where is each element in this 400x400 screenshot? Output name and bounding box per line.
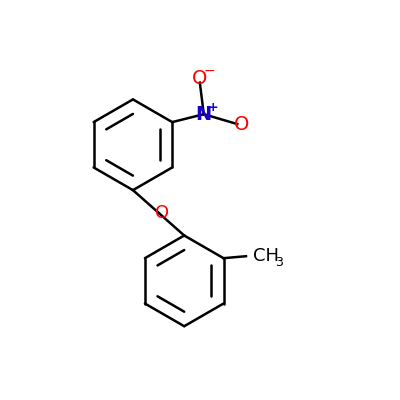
Text: N: N [196, 105, 212, 124]
Text: O: O [234, 114, 249, 134]
Text: O: O [156, 204, 170, 222]
Text: 3: 3 [275, 256, 283, 269]
Text: −: − [204, 64, 216, 78]
Text: +: + [207, 101, 218, 114]
Text: O: O [192, 69, 208, 88]
Text: CH: CH [253, 247, 279, 265]
